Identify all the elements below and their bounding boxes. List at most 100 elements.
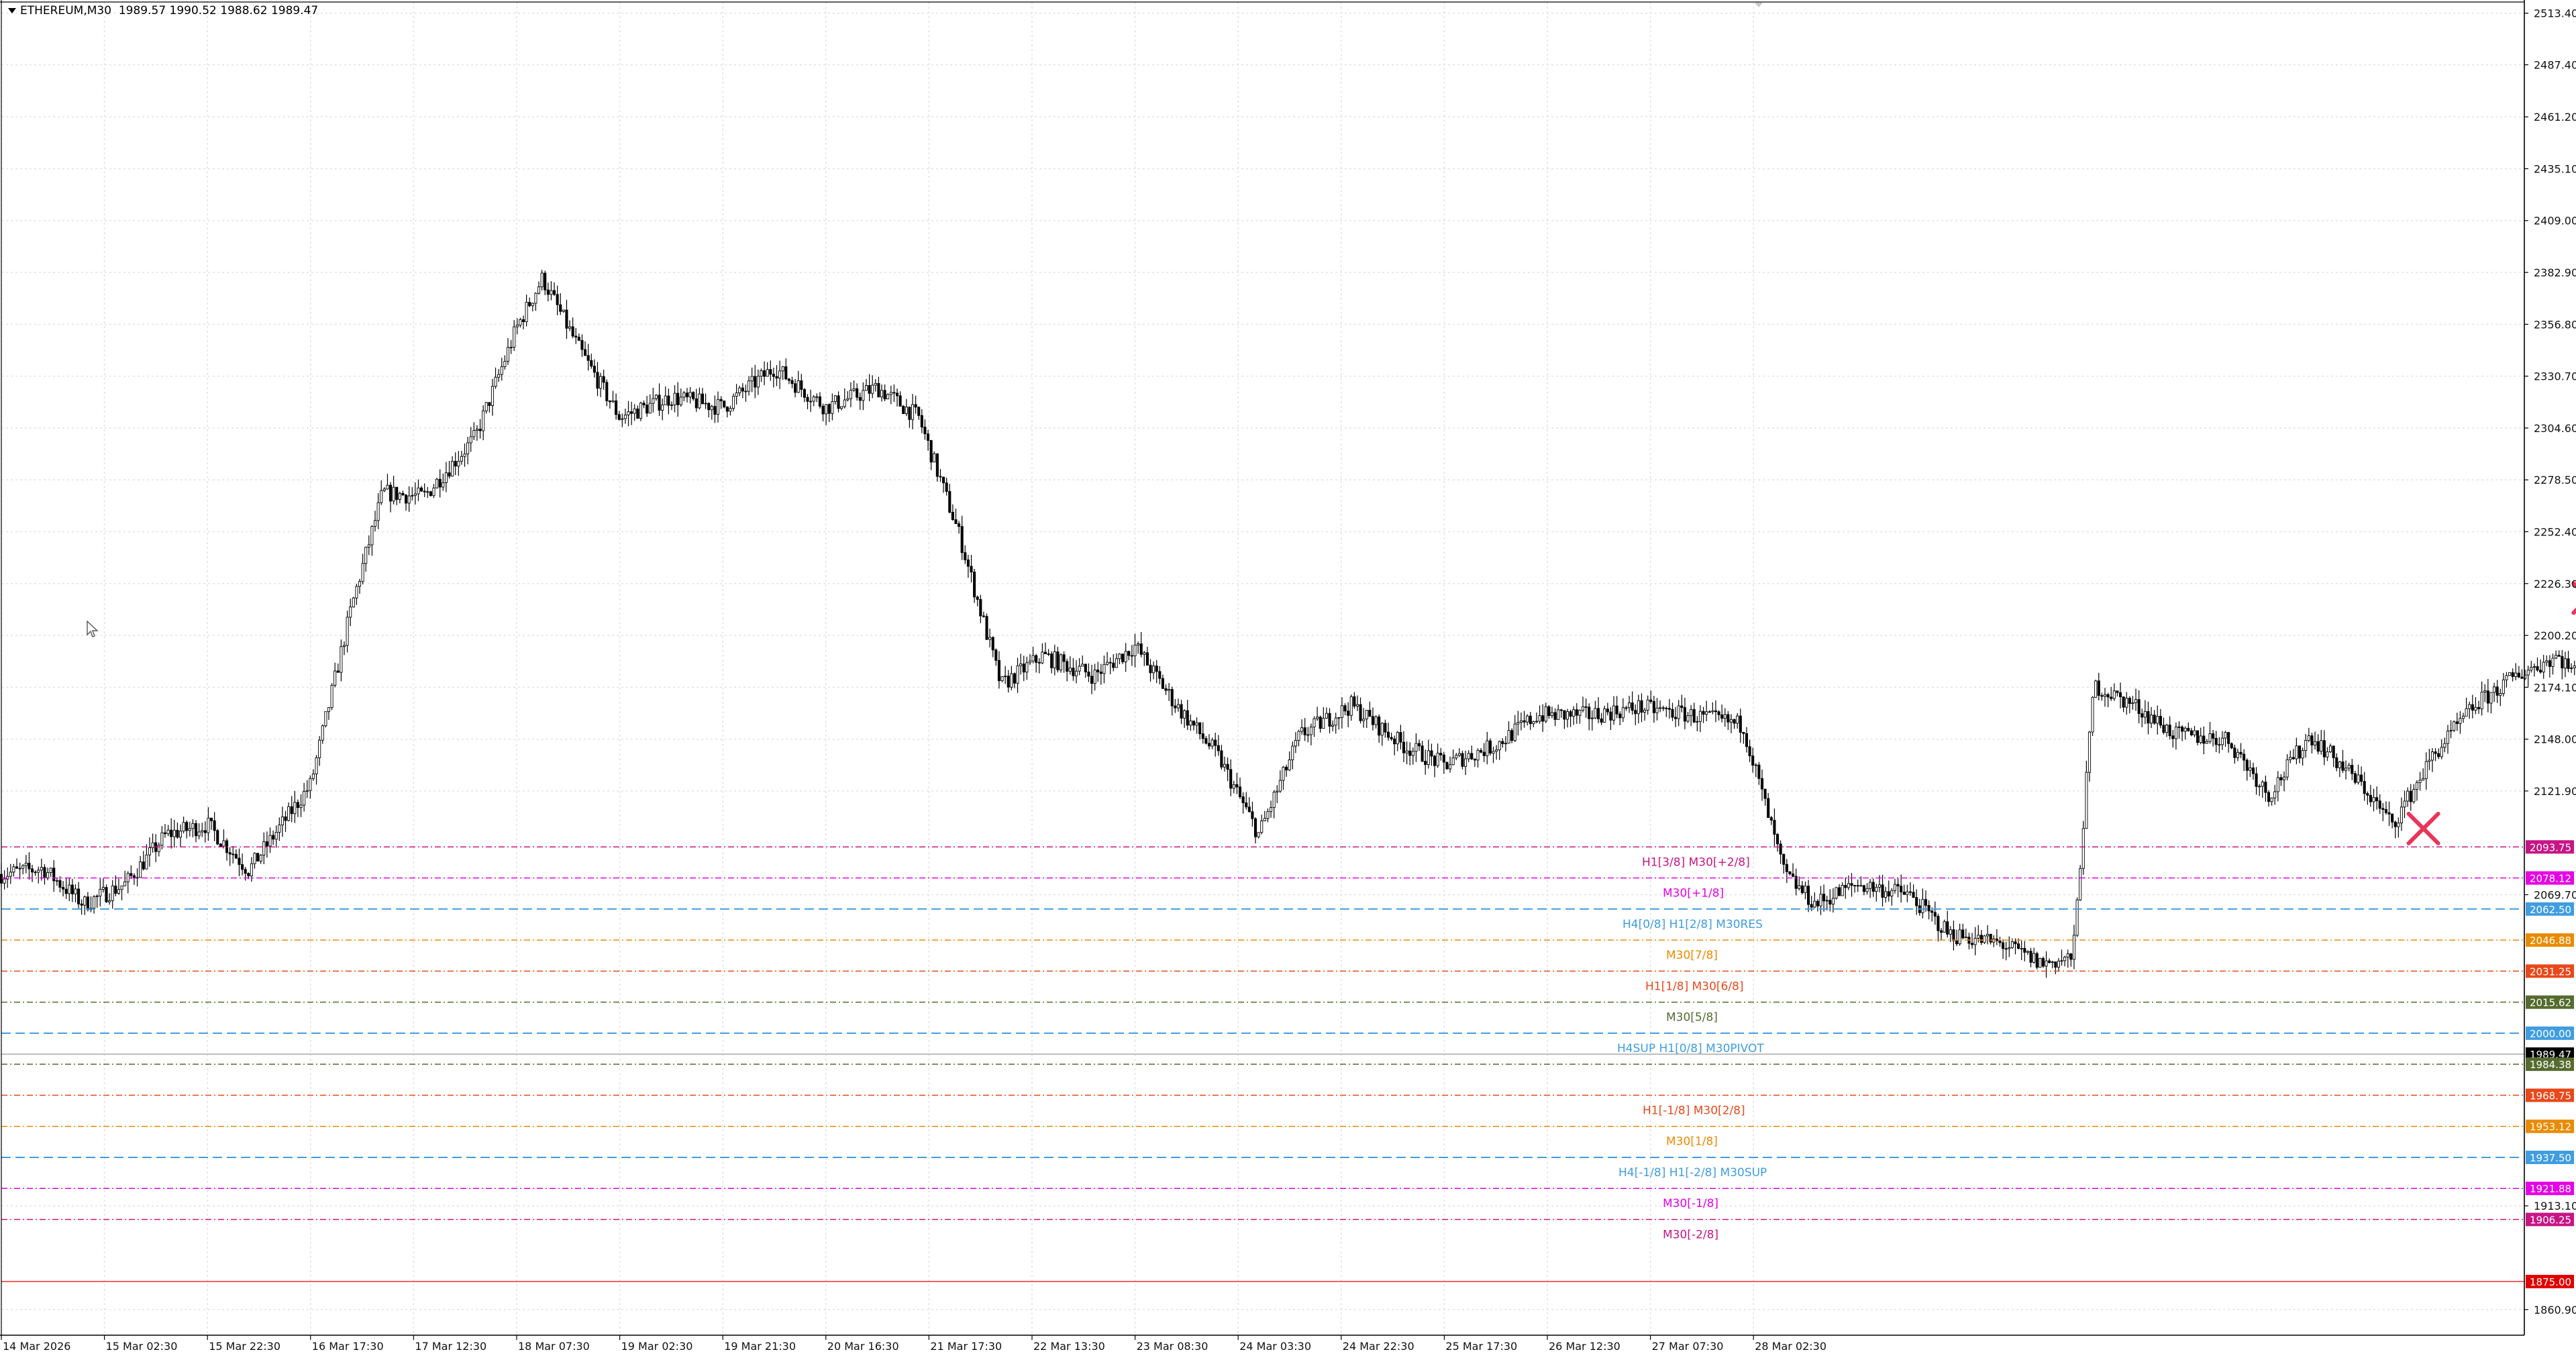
candle-body bbox=[2471, 704, 2474, 711]
candle-body bbox=[1337, 717, 1341, 719]
candle-body bbox=[1445, 762, 1449, 770]
candle-body bbox=[1155, 666, 1158, 672]
x-tick-label: 27 Mar 07:30 bbox=[1652, 1340, 1724, 1353]
candle-body bbox=[1529, 715, 1532, 725]
candle-body bbox=[1890, 890, 1894, 896]
candle-body bbox=[843, 399, 846, 407]
candle-body bbox=[1754, 764, 1757, 766]
candle-body bbox=[1349, 696, 1353, 716]
candle-body bbox=[1513, 723, 1516, 741]
candle-body bbox=[2301, 749, 2304, 759]
candle-body bbox=[1183, 710, 1186, 719]
candle-body bbox=[185, 822, 189, 831]
price-tag-label: 2000.00 bbox=[2530, 1028, 2571, 1040]
candle-body bbox=[1303, 727, 1306, 735]
candle-body bbox=[803, 389, 806, 398]
candle-body bbox=[457, 460, 460, 467]
candle-body bbox=[809, 401, 813, 403]
candle-body bbox=[966, 559, 970, 567]
candle-body bbox=[1769, 817, 1773, 821]
candle-body bbox=[1606, 709, 1609, 713]
candle-body bbox=[417, 487, 420, 494]
candle-body bbox=[1621, 707, 1625, 719]
candle-body bbox=[241, 864, 244, 870]
candle-body bbox=[361, 563, 364, 582]
candle-body bbox=[160, 832, 164, 846]
candle-body bbox=[1915, 897, 1918, 906]
candle-body bbox=[599, 376, 603, 389]
candle-body bbox=[2276, 777, 2279, 792]
candle-body bbox=[2489, 692, 2493, 704]
candle-body bbox=[602, 376, 605, 383]
candle-body bbox=[898, 395, 902, 407]
candle-body bbox=[114, 885, 117, 894]
candle-body bbox=[1609, 711, 1612, 721]
candle-body bbox=[2020, 947, 2023, 949]
candle-body bbox=[178, 831, 183, 838]
candle-body bbox=[2008, 947, 2011, 949]
candle-body bbox=[376, 502, 380, 521]
candle-body bbox=[117, 889, 120, 894]
candle-body bbox=[157, 845, 160, 852]
candle-body bbox=[1739, 715, 1742, 733]
candle-body bbox=[840, 406, 843, 409]
candle-body bbox=[2039, 957, 2042, 968]
candle-body bbox=[997, 660, 1000, 682]
price-tag-label: 2093.75 bbox=[2530, 841, 2571, 853]
candle-body bbox=[1939, 930, 1943, 933]
candle-body bbox=[1631, 702, 1634, 711]
candle-body bbox=[2156, 716, 2159, 724]
candle-body bbox=[482, 410, 485, 431]
candle-body bbox=[1204, 738, 1208, 744]
candle-body bbox=[1782, 853, 1786, 865]
candle-body bbox=[1547, 706, 1551, 717]
candle-body bbox=[1628, 702, 1631, 709]
candle-body bbox=[352, 597, 355, 608]
candle-body bbox=[2243, 753, 2246, 761]
candle-body bbox=[24, 862, 28, 866]
candle-body bbox=[2075, 899, 2079, 936]
candle-body bbox=[1572, 709, 1576, 717]
candle-body bbox=[2393, 821, 2397, 827]
candle-body bbox=[1245, 802, 1248, 808]
candle-body bbox=[52, 868, 56, 882]
candle-body bbox=[2499, 693, 2502, 696]
candle-body bbox=[1449, 764, 1452, 770]
candle-body bbox=[1217, 745, 1220, 751]
candle-body bbox=[1723, 714, 1727, 719]
candle-body bbox=[2418, 780, 2422, 783]
candle-body bbox=[1334, 717, 1337, 726]
candle-body bbox=[1102, 664, 1106, 674]
candle-body bbox=[222, 840, 225, 847]
candle-body bbox=[2378, 800, 2381, 809]
candle-body bbox=[1229, 769, 1233, 789]
candle-body bbox=[463, 454, 466, 457]
candle-body bbox=[2255, 773, 2258, 787]
candle-body bbox=[2094, 680, 2098, 698]
candle-body bbox=[1087, 672, 1090, 677]
level-label: H4[-1/8] H1[-2/8] M30SUP bbox=[1618, 1166, 1767, 1180]
candle-body bbox=[30, 868, 34, 873]
candle-body bbox=[188, 828, 191, 831]
candle-body bbox=[2212, 733, 2215, 739]
level-label: H1[3/8] M30[+2/8] bbox=[1642, 855, 1750, 869]
candle-body bbox=[1056, 651, 1060, 670]
candle-body bbox=[2422, 778, 2425, 781]
candle-body bbox=[2539, 670, 2542, 673]
candle-body bbox=[513, 326, 516, 348]
dropdown-triangle-icon[interactable] bbox=[8, 8, 16, 13]
candle-body bbox=[2069, 953, 2073, 960]
candle-body bbox=[2245, 760, 2249, 771]
y-tick-label: 2200.20 bbox=[2534, 629, 2576, 642]
candle-body bbox=[386, 484, 389, 490]
candle-body bbox=[1563, 710, 1566, 720]
candle-body bbox=[1473, 758, 1476, 761]
candle-body bbox=[2017, 943, 2020, 949]
candle-body bbox=[290, 806, 293, 815]
candle-body bbox=[2430, 751, 2434, 761]
candle-body bbox=[1881, 884, 1884, 898]
candle-body bbox=[1467, 753, 1470, 760]
candle-body bbox=[234, 853, 238, 859]
